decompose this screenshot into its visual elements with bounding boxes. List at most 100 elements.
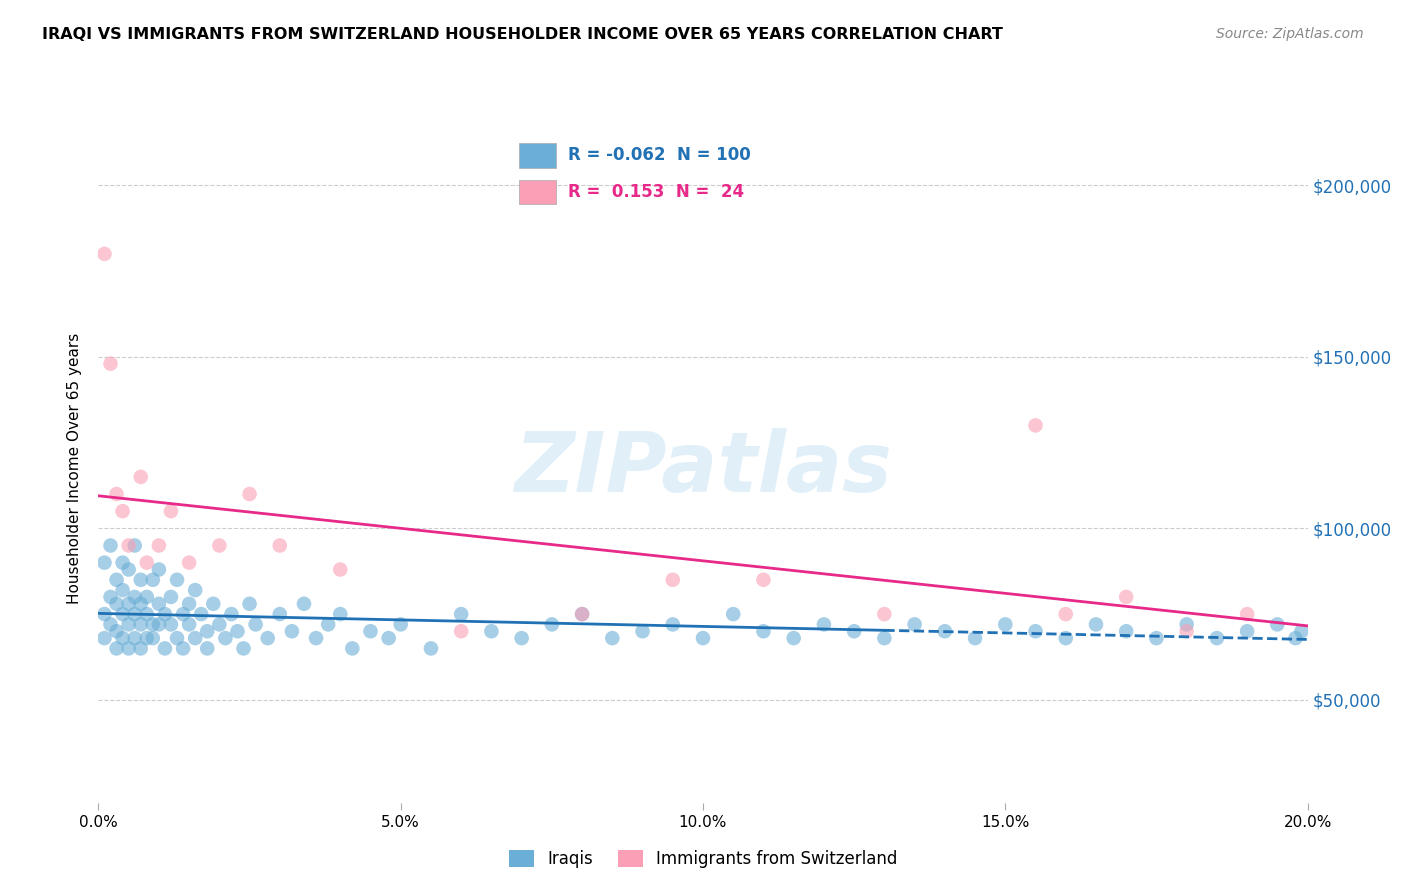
Point xyxy=(256,631,278,645)
Point xyxy=(118,641,141,656)
Point xyxy=(118,562,141,576)
Point xyxy=(172,641,194,656)
Point xyxy=(305,631,328,645)
Point xyxy=(142,573,165,587)
Point xyxy=(1284,631,1306,645)
Point xyxy=(129,641,152,656)
Point xyxy=(232,641,254,656)
Point xyxy=(129,470,152,484)
Point xyxy=(571,607,593,621)
Point xyxy=(195,624,218,639)
Point xyxy=(450,624,472,639)
Point xyxy=(142,617,165,632)
Point xyxy=(111,607,134,621)
Text: Source: ZipAtlas.com: Source: ZipAtlas.com xyxy=(1216,27,1364,41)
Text: R =  0.153  N =  24: R = 0.153 N = 24 xyxy=(568,184,744,202)
Point xyxy=(166,631,188,645)
Point xyxy=(281,624,304,639)
Point xyxy=(111,556,134,570)
Point xyxy=(93,631,115,645)
Point xyxy=(245,617,267,632)
Point xyxy=(1054,631,1077,645)
Point xyxy=(752,573,775,587)
Point xyxy=(1175,617,1198,632)
Point xyxy=(965,631,987,645)
Point xyxy=(329,607,352,621)
Point xyxy=(214,631,236,645)
Point xyxy=(100,590,122,604)
Point xyxy=(160,504,183,518)
Point xyxy=(111,583,134,598)
Point xyxy=(1024,418,1046,433)
Point xyxy=(873,631,896,645)
Point xyxy=(1024,624,1046,639)
Point xyxy=(1236,607,1258,621)
Point xyxy=(208,617,231,632)
Point xyxy=(1085,617,1108,632)
Point xyxy=(994,617,1017,632)
Point xyxy=(135,590,157,604)
Point xyxy=(179,556,201,570)
Bar xyxy=(519,180,555,204)
Point xyxy=(148,562,170,576)
Point xyxy=(1175,624,1198,639)
Text: R = -0.062  N = 100: R = -0.062 N = 100 xyxy=(568,146,751,164)
Point xyxy=(316,617,339,632)
Point xyxy=(540,617,562,632)
Point xyxy=(631,624,654,639)
Point xyxy=(153,641,176,656)
Point xyxy=(166,573,188,587)
Legend: Iraqis, Immigrants from Switzerland: Iraqis, Immigrants from Switzerland xyxy=(502,843,904,875)
Point xyxy=(510,631,533,645)
Text: ZIPatlas: ZIPatlas xyxy=(515,428,891,508)
Point xyxy=(105,624,128,639)
Text: IRAQI VS IMMIGRANTS FROM SWITZERLAND HOUSEHOLDER INCOME OVER 65 YEARS CORRELATIO: IRAQI VS IMMIGRANTS FROM SWITZERLAND HOU… xyxy=(42,27,1002,42)
Point xyxy=(389,617,412,632)
Point xyxy=(93,556,115,570)
Point xyxy=(226,624,249,639)
Point xyxy=(723,607,745,621)
Point xyxy=(1236,624,1258,639)
Point xyxy=(1115,624,1137,639)
Point xyxy=(118,539,141,553)
Point xyxy=(195,641,218,656)
Point xyxy=(1267,617,1289,632)
Point xyxy=(602,631,624,645)
Point xyxy=(135,556,157,570)
Point xyxy=(1144,631,1167,645)
Point xyxy=(179,617,201,632)
Point xyxy=(111,504,134,518)
Point xyxy=(329,562,352,576)
Point xyxy=(269,539,291,553)
Point xyxy=(129,597,152,611)
Point xyxy=(450,607,472,621)
Point xyxy=(844,624,866,639)
Point xyxy=(783,631,806,645)
Point xyxy=(292,597,315,611)
Point xyxy=(153,607,176,621)
Point xyxy=(179,597,201,611)
Point xyxy=(481,624,503,639)
Point xyxy=(662,617,685,632)
Point xyxy=(100,357,122,371)
Point xyxy=(190,607,212,621)
Point xyxy=(184,631,207,645)
Point xyxy=(420,641,443,656)
Point xyxy=(105,597,128,611)
Point xyxy=(662,573,685,587)
Point xyxy=(208,539,231,553)
Point xyxy=(118,617,141,632)
Point xyxy=(105,573,128,587)
Point xyxy=(142,631,165,645)
Point xyxy=(934,624,956,639)
Point xyxy=(148,597,170,611)
Point xyxy=(160,590,183,604)
Point xyxy=(202,597,225,611)
Point xyxy=(239,597,262,611)
Point xyxy=(129,617,152,632)
Point xyxy=(269,607,291,621)
Point xyxy=(124,607,146,621)
Point xyxy=(100,539,122,553)
Point xyxy=(105,641,128,656)
Point xyxy=(111,631,134,645)
